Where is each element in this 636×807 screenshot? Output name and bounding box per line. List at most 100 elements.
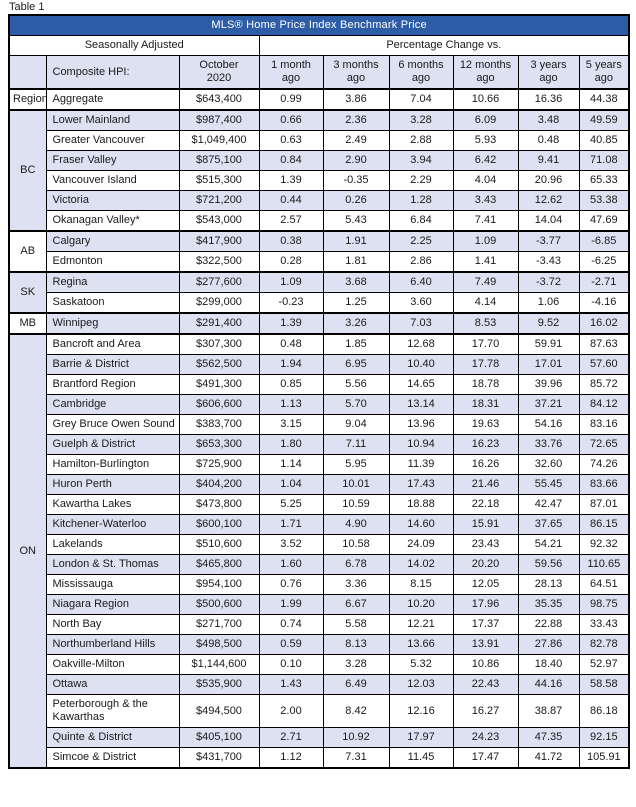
market-name: London & St. Thomas (45, 554, 180, 575)
market-name: Victoria (45, 190, 180, 211)
column-group-header-row: Seasonally Adjusted Percentage Change vs… (8, 35, 630, 56)
region-label-ab: AB (8, 230, 47, 273)
pct-change: 35.35 (517, 594, 580, 615)
pct-change: 85.72 (578, 374, 630, 395)
pct-change: 92.15 (578, 727, 630, 748)
pct-change: -6.85 (578, 230, 630, 252)
pct-change: 1.06 (517, 292, 580, 314)
table-row: Oakville-Milton $1,144,600 0.10 3.28 5.32 10.… (9, 654, 630, 675)
market-name: Quinte & District (45, 727, 180, 748)
pct-change: 16.26 (452, 454, 519, 475)
table-row: Vancouver Island $515,300 1.39 -0.35 2.29 4.0… (9, 170, 630, 191)
table-row: SK Regina $277,600 1.09 3.68 6.40 7.49 -3.72 -2.… (8, 271, 630, 314)
pct-change: 27.86 (517, 634, 580, 655)
table-row: Edmonton $322,500 0.28 1.81 2.86 1.41 -3.43 -6.… (9, 251, 630, 273)
pct-change: 6.40 (388, 271, 454, 293)
pct-change: 20.96 (517, 170, 580, 191)
pct-change: 3.52 (258, 534, 324, 555)
pct-change: 10.66 (452, 88, 519, 111)
benchmark-price: $606,600 (178, 394, 260, 415)
pct-change: 15.91 (452, 514, 519, 535)
pct-change: 1.41 (452, 251, 519, 273)
region-column-header (8, 55, 47, 90)
pct-change: 74.26 (578, 454, 630, 475)
pct-change: 2.71 (258, 727, 324, 748)
pct-change: 18.40 (517, 654, 580, 675)
benchmark-price: $473,800 (178, 494, 260, 515)
pct-change: 42.47 (517, 494, 580, 515)
pct-change: 33.76 (517, 434, 580, 455)
pct-change: 87.63 (578, 333, 630, 355)
pct-change: 22.88 (517, 614, 580, 635)
pct-change: 17.43 (388, 474, 454, 495)
pct-change: 20.20 (452, 554, 519, 575)
pct-change: 0.76 (258, 574, 324, 595)
pct-change: -0.35 (322, 170, 390, 191)
pct-change: 17.96 (452, 594, 519, 615)
pct-change: 24.23 (452, 727, 519, 748)
benchmark-price: $987,400 (178, 109, 260, 131)
pct-change: 10.58 (322, 534, 390, 555)
pct-change: 9.52 (517, 312, 580, 335)
pct-change: 72.65 (578, 434, 630, 455)
pct-change: 1.04 (258, 474, 324, 495)
pct-change: 1.94 (258, 354, 324, 375)
pct-change: 0.48 (258, 333, 324, 355)
benchmark-price: $643,400 (178, 88, 260, 111)
pct-change: 2.88 (388, 130, 454, 151)
benchmark-price: $498,500 (178, 634, 260, 655)
pct-change: 47.69 (578, 210, 630, 232)
pct-change: 17.01 (517, 354, 580, 375)
pct-change: 0.99 (258, 88, 324, 111)
benchmark-price: $535,900 (178, 674, 260, 695)
table-row: MB Winnipeg $291,400 1.39 3.26 7.03 8.53 9.52 16… (8, 312, 630, 335)
pct-change: 87.01 (578, 494, 630, 515)
pct-change: 59.91 (517, 333, 580, 355)
market-name: Saskatoon (45, 292, 180, 314)
market-name: Northumberland Hills (45, 634, 180, 655)
pct-change: 7.03 (388, 312, 454, 335)
table-row: London & St. Thomas $465,800 1.60 6.78 14.02… (9, 554, 630, 575)
pct-change: 1.71 (258, 514, 324, 535)
pct-change: 8.13 (322, 634, 390, 655)
market-name: Peterborough & the Kawarthas (45, 694, 180, 728)
pct-change: 14.65 (388, 374, 454, 395)
pct-change: 3.26 (322, 312, 390, 335)
benchmark-price: $875,100 (178, 150, 260, 171)
col-header-6-months: 6 months ago (388, 55, 454, 90)
pct-change: 92.32 (578, 534, 630, 555)
pct-change: 4.04 (452, 170, 519, 191)
pct-change: 3.86 (322, 88, 390, 111)
pct-change: 0.10 (258, 654, 324, 675)
benchmark-price: $721,200 (178, 190, 260, 211)
pct-change: 5.93 (452, 130, 519, 151)
pct-change: 1.28 (388, 190, 454, 211)
pct-change: 12.16 (388, 694, 454, 728)
col-header-12-months: 12 months ago (452, 55, 519, 90)
table-row: Barrie & District $562,500 1.94 6.95 10.40 17… (9, 354, 630, 375)
benchmark-price: $417,900 (178, 230, 260, 252)
pct-change: 0.28 (258, 251, 324, 273)
pct-change: 38.87 (517, 694, 580, 728)
benchmark-price: $562,500 (178, 354, 260, 375)
pct-change: 22.43 (452, 674, 519, 695)
benchmark-price: $954,100 (178, 574, 260, 595)
pct-change: 32.60 (517, 454, 580, 475)
pct-change: 105.91 (578, 747, 630, 769)
table-row: Victoria $721,200 0.44 0.26 1.28 3.43 12.62 53.… (9, 190, 630, 211)
benchmark-price: $600,100 (178, 514, 260, 535)
pct-change: 10.59 (322, 494, 390, 515)
benchmark-price: $515,300 (178, 170, 260, 191)
benchmark-price: $405,100 (178, 727, 260, 748)
market-name: Lakelands (45, 534, 180, 555)
benchmark-price: $510,600 (178, 534, 260, 555)
table-row: Guelph & District $653,300 1.80 7.11 10.94 16… (9, 434, 630, 455)
group-header-seasonally-adjusted: Seasonally Adjusted (8, 35, 260, 56)
pct-change: 14.04 (517, 210, 580, 232)
pct-change: 86.18 (578, 694, 630, 728)
pct-change: 0.48 (517, 130, 580, 151)
region-label-mb: MB (8, 312, 47, 335)
pct-change: 18.31 (452, 394, 519, 415)
market-name: Fraser Valley (45, 150, 180, 171)
